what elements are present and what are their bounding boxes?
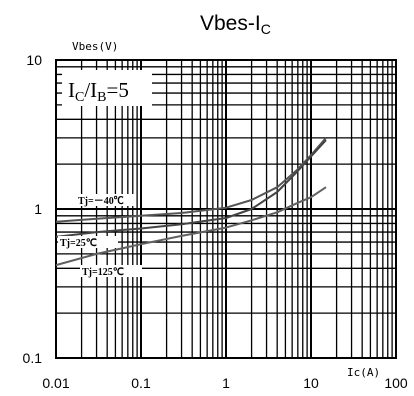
grid xyxy=(56,60,396,358)
y-axis-label: Vbes(V) xyxy=(72,40,118,53)
series-labels: Tj=－40℃ Tj=25℃ Tj=125℃ xyxy=(58,194,142,278)
y-tick-label: 10 xyxy=(26,52,42,68)
x-tick-label: 100 xyxy=(384,375,408,391)
current-ratio-annotation: IC/IB=5 xyxy=(62,70,152,106)
series-line-0 xyxy=(55,137,327,223)
current-ratio-label: IC/IB=5 xyxy=(68,78,129,105)
series-label-tj-25: Tj=25℃ xyxy=(60,238,97,249)
x-axis-label: Ic(A) xyxy=(347,366,380,379)
series-line-2 xyxy=(55,186,327,267)
series-label-tj-minus40: Tj=－40℃ xyxy=(78,195,124,207)
series-line-1 xyxy=(55,139,327,238)
x-tick-label: 1 xyxy=(222,375,230,391)
x-tick-label: 0.01 xyxy=(42,375,69,391)
series-lines xyxy=(55,137,327,267)
series-label-tj-125: Tj=125℃ xyxy=(82,267,124,278)
x-tick-label: 0.1 xyxy=(131,375,151,391)
y-tick-label: 0.1 xyxy=(23,350,43,366)
chart-title: Vbes-IC xyxy=(200,12,271,37)
y-tick-label: 1 xyxy=(34,201,42,217)
x-tick-label: 10 xyxy=(303,375,319,391)
plot-frame xyxy=(55,59,397,359)
tick-labels: 0.01 0.1 1 10 100 10 1 0.1 xyxy=(23,52,408,391)
